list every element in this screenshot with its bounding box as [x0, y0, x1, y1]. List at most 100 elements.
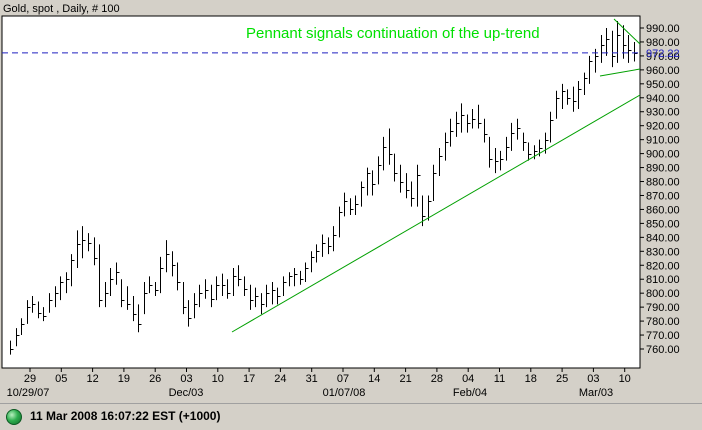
- y-tick-label: 820.00: [646, 260, 680, 272]
- ohlc-bar: [400, 164, 404, 193]
- y-tick-label: 990.00: [646, 23, 680, 35]
- ohlc-bar: [177, 262, 181, 291]
- chart-annotation: Pennant signals continuation of the up-t…: [246, 25, 540, 42]
- ohlc-bar: [82, 226, 86, 259]
- ohlc-bar: [272, 282, 276, 305]
- ohlc-bar: [567, 89, 571, 105]
- ohlc-bar: [634, 41, 638, 62]
- x-period-label: Dec/03: [169, 387, 204, 399]
- price-bars: [10, 21, 638, 355]
- ohlc-bar: [601, 34, 605, 63]
- x-tick-label: 03: [180, 373, 192, 385]
- ohlc-bar: [21, 318, 25, 336]
- x-tick-label: 10: [212, 373, 224, 385]
- ohlc-bar: [517, 118, 521, 140]
- ohlc-bar: [411, 181, 415, 207]
- ohlc-bar: [556, 90, 560, 119]
- y-tick-label: 950.00: [646, 79, 680, 91]
- ohlc-bar: [394, 153, 398, 182]
- ohlc-bar: [316, 244, 320, 263]
- ohlc-bar: [573, 86, 577, 112]
- x-tick-label: 05: [55, 373, 67, 385]
- y-tick-label: 980.00: [646, 37, 680, 49]
- ohlc-bar: [238, 265, 242, 287]
- ohlc-bar: [523, 132, 527, 151]
- ohlc-bar: [617, 21, 621, 63]
- ohlc-bar: [328, 237, 332, 255]
- ohlc-bar: [205, 279, 209, 299]
- y-tick-label: 860.00: [646, 204, 680, 216]
- ohlc-bar: [160, 256, 164, 294]
- ohlc-bar: [10, 340, 14, 355]
- ohlc-bar: [606, 28, 610, 56]
- ohlc-bar: [372, 170, 376, 196]
- ohlc-bar: [428, 195, 432, 221]
- ohlc-bar: [216, 276, 220, 301]
- y-tick-label: 840.00: [646, 232, 680, 244]
- ohlc-bar: [406, 173, 410, 199]
- y-tick-label: 920.00: [646, 121, 680, 133]
- ohlc-bar: [500, 150, 504, 171]
- x-period-label: Mar/03: [579, 387, 613, 399]
- ohlc-bar: [66, 272, 70, 294]
- ohlc-bar: [244, 276, 248, 296]
- ohlc-bar: [71, 254, 75, 287]
- ohlc-bar: [389, 128, 393, 165]
- y-tick-label: 970.00: [646, 51, 680, 63]
- ohlc-bar: [110, 268, 114, 296]
- y-tick-label: 800.00: [646, 288, 680, 300]
- ohlc-bar: [121, 279, 125, 308]
- chart: 760.00 770.00 780.00 790.00 800.00 810.00 820.…: [1, 3, 680, 399]
- y-tick-label: 870.00: [646, 190, 680, 202]
- ohlc-bar: [589, 55, 593, 84]
- x-tick-label: 19: [118, 373, 130, 385]
- x-tick-label: 25: [556, 373, 568, 385]
- ohlc-bar: [433, 164, 437, 202]
- trend-lines: [231, 18, 641, 333]
- ohlc-bar: [105, 282, 109, 308]
- y-tick-label: 850.00: [646, 218, 680, 230]
- plot-area: [1, 15, 641, 369]
- x-tick-label: 12: [86, 373, 98, 385]
- x-tick-label: 29: [24, 373, 36, 385]
- ohlc-bar: [467, 114, 471, 133]
- ohlc-bar: [584, 72, 588, 95]
- status-timestamp: 11 Mar 2008 16:07:22 EST (+1000): [30, 409, 221, 423]
- pennant-lower-line: [599, 68, 641, 77]
- x-period-label: 01/07/08: [323, 387, 366, 399]
- x-tick-label: 17: [243, 373, 255, 385]
- ohlc-bar: [233, 268, 237, 296]
- pennant-upper-line: [613, 18, 641, 45]
- ohlc-bar: [528, 142, 532, 161]
- ohlc-bar: [489, 136, 493, 168]
- ohlc-bar: [99, 244, 103, 308]
- ohlc-bar: [116, 262, 120, 285]
- ohlc-bar: [166, 240, 170, 273]
- ohlc-bar: [138, 304, 142, 333]
- ohlc-bar: [300, 270, 304, 285]
- ohlc-bar: [578, 81, 582, 109]
- ohlc-bar: [149, 276, 153, 294]
- ohlc-bar: [183, 282, 187, 315]
- x-period-label: 10/29/07: [7, 387, 50, 399]
- ohlc-bar: [77, 230, 81, 269]
- ohlc-bar: [88, 233, 92, 252]
- ohlc-bar: [417, 164, 421, 207]
- ohlc-bar: [562, 83, 566, 109]
- x-tick-label: 04: [462, 373, 474, 385]
- ohlc-bar: [49, 293, 53, 313]
- ohlc-bar: [227, 279, 231, 299]
- ohlc-bar: [461, 103, 465, 133]
- x-period-label: Feb/04: [453, 387, 487, 399]
- ohlc-bar: [38, 301, 42, 319]
- x-tick-label: 07: [337, 373, 349, 385]
- y-tick-label: 790.00: [646, 302, 680, 314]
- ohlc-bar: [355, 195, 359, 216]
- connection-status-icon: [6, 409, 22, 425]
- y-tick-label: 900.00: [646, 149, 680, 161]
- ohlc-bar: [628, 34, 632, 63]
- ohlc-bar: [94, 237, 98, 266]
- x-tick-label: 28: [431, 373, 443, 385]
- ohlc-bar: [333, 226, 337, 252]
- ohlc-bar: [194, 293, 198, 319]
